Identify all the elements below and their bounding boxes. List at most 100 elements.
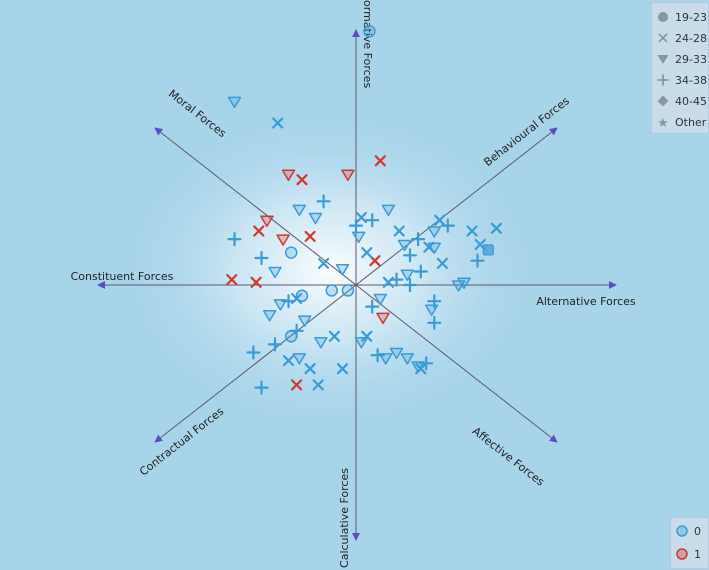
data-point [427,226,442,238]
data-point [419,356,434,371]
data-point [284,246,298,259]
data-point [389,272,404,287]
data-point [268,266,282,279]
data-point [328,330,340,342]
data-point [393,225,405,237]
legend-label: 34-38 [675,73,707,87]
data-point [341,169,355,182]
data-point [440,218,455,233]
data-point [227,96,242,109]
data-point [341,284,355,297]
data-point [267,337,283,352]
legend-item-diamond: 40-45 [656,91,707,111]
data-point [365,213,380,228]
data-point [411,232,426,247]
data-point [381,204,396,217]
data-point [284,330,298,343]
center-glow [120,110,540,430]
triangle-marker-icon [657,55,669,64]
data-point [365,299,380,314]
legend-item-x: 24-28 [656,28,707,48]
legend-item-circle: 19-23 [656,7,707,27]
star-marker-icon: ★ [657,116,669,129]
data-point [292,353,307,365]
data-point [374,155,386,167]
data-point [415,363,427,375]
axis-line-contractual-forces [154,284,357,443]
data-point [253,225,265,237]
diamond-marker-icon [657,95,669,107]
data-point [318,257,330,269]
data-point [262,309,277,322]
data-point [272,117,284,129]
axis-label-calculative-forces: Calculative Forces [338,468,351,568]
data-point [389,347,404,360]
data-point [281,294,296,309]
data-point [273,299,288,311]
axis-line-behavioural-forces [355,127,558,286]
data-point [281,169,296,182]
data-point [370,348,385,363]
legend-item-plus: 34-38 [656,70,707,90]
data-point [304,230,316,242]
data-point [402,248,418,263]
data-point [297,315,312,327]
legend-label: 0 [694,524,701,538]
data-point [434,214,446,226]
data-point [254,380,269,395]
legend-label: Other [675,115,707,129]
data-point [250,276,262,288]
data-point [312,379,324,391]
legend-item-triangle: 29-33 [656,49,707,69]
data-point [427,242,442,254]
axis-label-constituent-forces: Constituent Forces [71,270,174,283]
data-point [227,232,242,247]
data-point [316,194,331,209]
data-point [436,257,448,269]
data-point [490,222,502,234]
color-swatch-icon [676,525,688,537]
data-point [466,225,478,237]
data-point [292,204,307,217]
legend-label: 40-45 [675,94,707,108]
data-point [314,336,328,349]
points-layer [226,24,502,395]
axis-line-affective-forces [355,284,558,443]
data-point [397,239,412,252]
legend-item-star: ★ Other [656,112,706,132]
data-point [304,363,316,375]
data-point [363,24,376,38]
axis-line-moral-forces [154,127,357,286]
data-point [376,312,390,325]
axis-label-alternative-forces: Alternative Forces [536,295,636,308]
legend-item-group-0: 0 [675,521,701,541]
data-point [254,250,269,266]
plus-marker-icon [657,74,669,86]
data-point [457,277,471,290]
data-point [482,244,494,256]
data-point [295,289,309,303]
data-point [361,330,373,342]
shape-legend: 19-23 24-28 29-33 34-38 40-45 ★ Other [651,2,709,134]
data-point [351,231,366,244]
data-point [282,355,295,367]
data-point [335,264,350,276]
data-point [400,269,415,281]
data-point [427,315,442,330]
data-point [402,277,418,293]
color-swatch-icon [676,548,688,560]
legend-label: 29-33 [675,52,707,66]
data-point [378,353,393,365]
data-point [470,253,485,268]
axis-label-normative-forces: Normative Forces [361,0,374,88]
legend-item-group-1: 1 [675,544,701,564]
data-point [276,234,290,246]
data-point [308,212,323,225]
data-point [336,363,349,375]
data-point [246,345,261,360]
data-point [413,264,428,279]
data-point [260,215,274,227]
